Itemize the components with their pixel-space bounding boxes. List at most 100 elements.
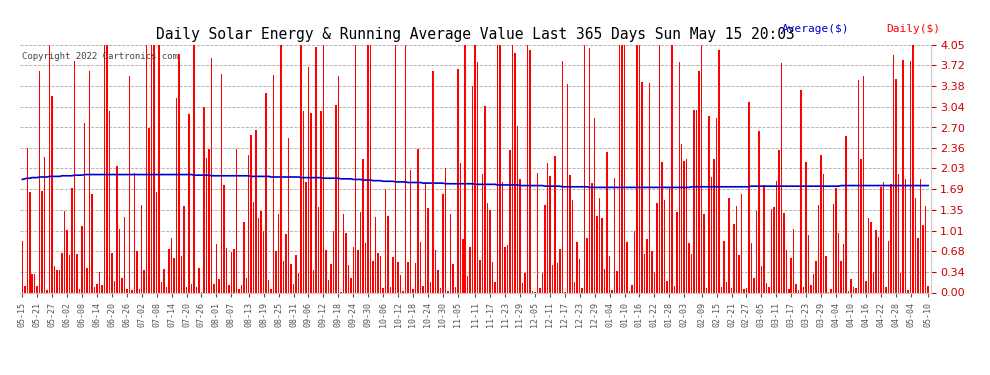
Bar [129,76,130,292]
Bar [763,185,764,292]
Bar [666,281,667,292]
Bar [74,61,75,292]
Bar [928,286,929,292]
Bar [773,207,774,292]
Bar [741,194,742,292]
Bar [821,154,822,292]
Bar [867,218,869,292]
Bar [753,278,754,292]
Bar [250,135,252,292]
Bar [183,206,185,292]
Bar [457,69,458,292]
Bar [584,45,585,292]
Bar [323,45,324,292]
Bar [908,290,909,292]
Bar [527,45,529,292]
Bar [357,249,359,292]
Bar [880,187,881,292]
Bar [218,279,220,292]
Bar [606,152,608,292]
Bar [300,45,302,292]
Bar [438,270,439,292]
Bar [343,214,345,292]
Bar [263,231,264,292]
Bar [895,79,897,292]
Bar [729,198,730,292]
Bar [158,45,160,292]
Bar [243,222,245,292]
Bar [540,288,541,292]
Bar [681,144,682,292]
Bar [203,106,205,292]
Bar [673,286,675,292]
Bar [758,131,759,292]
Bar [836,188,837,292]
Bar [400,275,401,292]
Bar [94,287,95,292]
Bar [893,55,894,292]
Bar [581,288,583,292]
Bar [885,287,887,292]
Bar [591,183,593,292]
Bar [32,274,33,292]
Bar [395,45,396,292]
Bar [427,208,429,292]
Bar [734,224,735,292]
Bar [644,254,645,292]
Bar [66,230,68,292]
Bar [594,118,595,292]
Bar [571,200,573,292]
Bar [181,256,182,292]
Bar [711,177,713,292]
Bar [347,265,349,292]
Bar [778,150,779,292]
Bar [537,173,539,292]
Bar [847,291,849,292]
Bar [241,285,242,292]
Bar [614,178,616,292]
Bar [532,291,534,292]
Bar [53,266,55,292]
Bar [121,278,123,292]
Bar [579,259,580,292]
Bar [716,118,718,292]
Bar [382,288,384,292]
Bar [589,48,590,292]
Bar [823,174,825,292]
Bar [417,149,419,292]
Bar [99,272,100,292]
Bar [850,279,851,292]
Bar [47,290,48,292]
Bar [925,206,927,292]
Bar [196,287,197,292]
Bar [119,229,120,292]
Bar [514,53,516,292]
Bar [313,270,314,292]
Title: Daily Solar Energy & Running Average Value Last 365 Days Sun May 15 20:03: Daily Solar Energy & Running Average Val… [155,27,795,42]
Bar [632,285,633,292]
Bar [482,174,483,292]
Bar [61,253,62,292]
Bar [816,261,817,292]
Bar [144,270,145,292]
Bar [648,83,650,292]
Bar [338,76,340,292]
Bar [865,281,866,292]
Bar [676,212,677,292]
Bar [566,84,568,292]
Bar [228,285,230,292]
Bar [260,211,262,292]
Bar [380,256,381,292]
Bar [724,241,725,292]
Bar [131,290,133,292]
Bar [492,262,493,292]
Bar [280,45,282,292]
Bar [519,180,521,292]
Bar [295,255,297,292]
Bar [161,282,162,292]
Bar [370,45,371,292]
Bar [422,286,424,292]
Bar [134,173,135,292]
Bar [469,247,471,292]
Bar [870,222,871,292]
